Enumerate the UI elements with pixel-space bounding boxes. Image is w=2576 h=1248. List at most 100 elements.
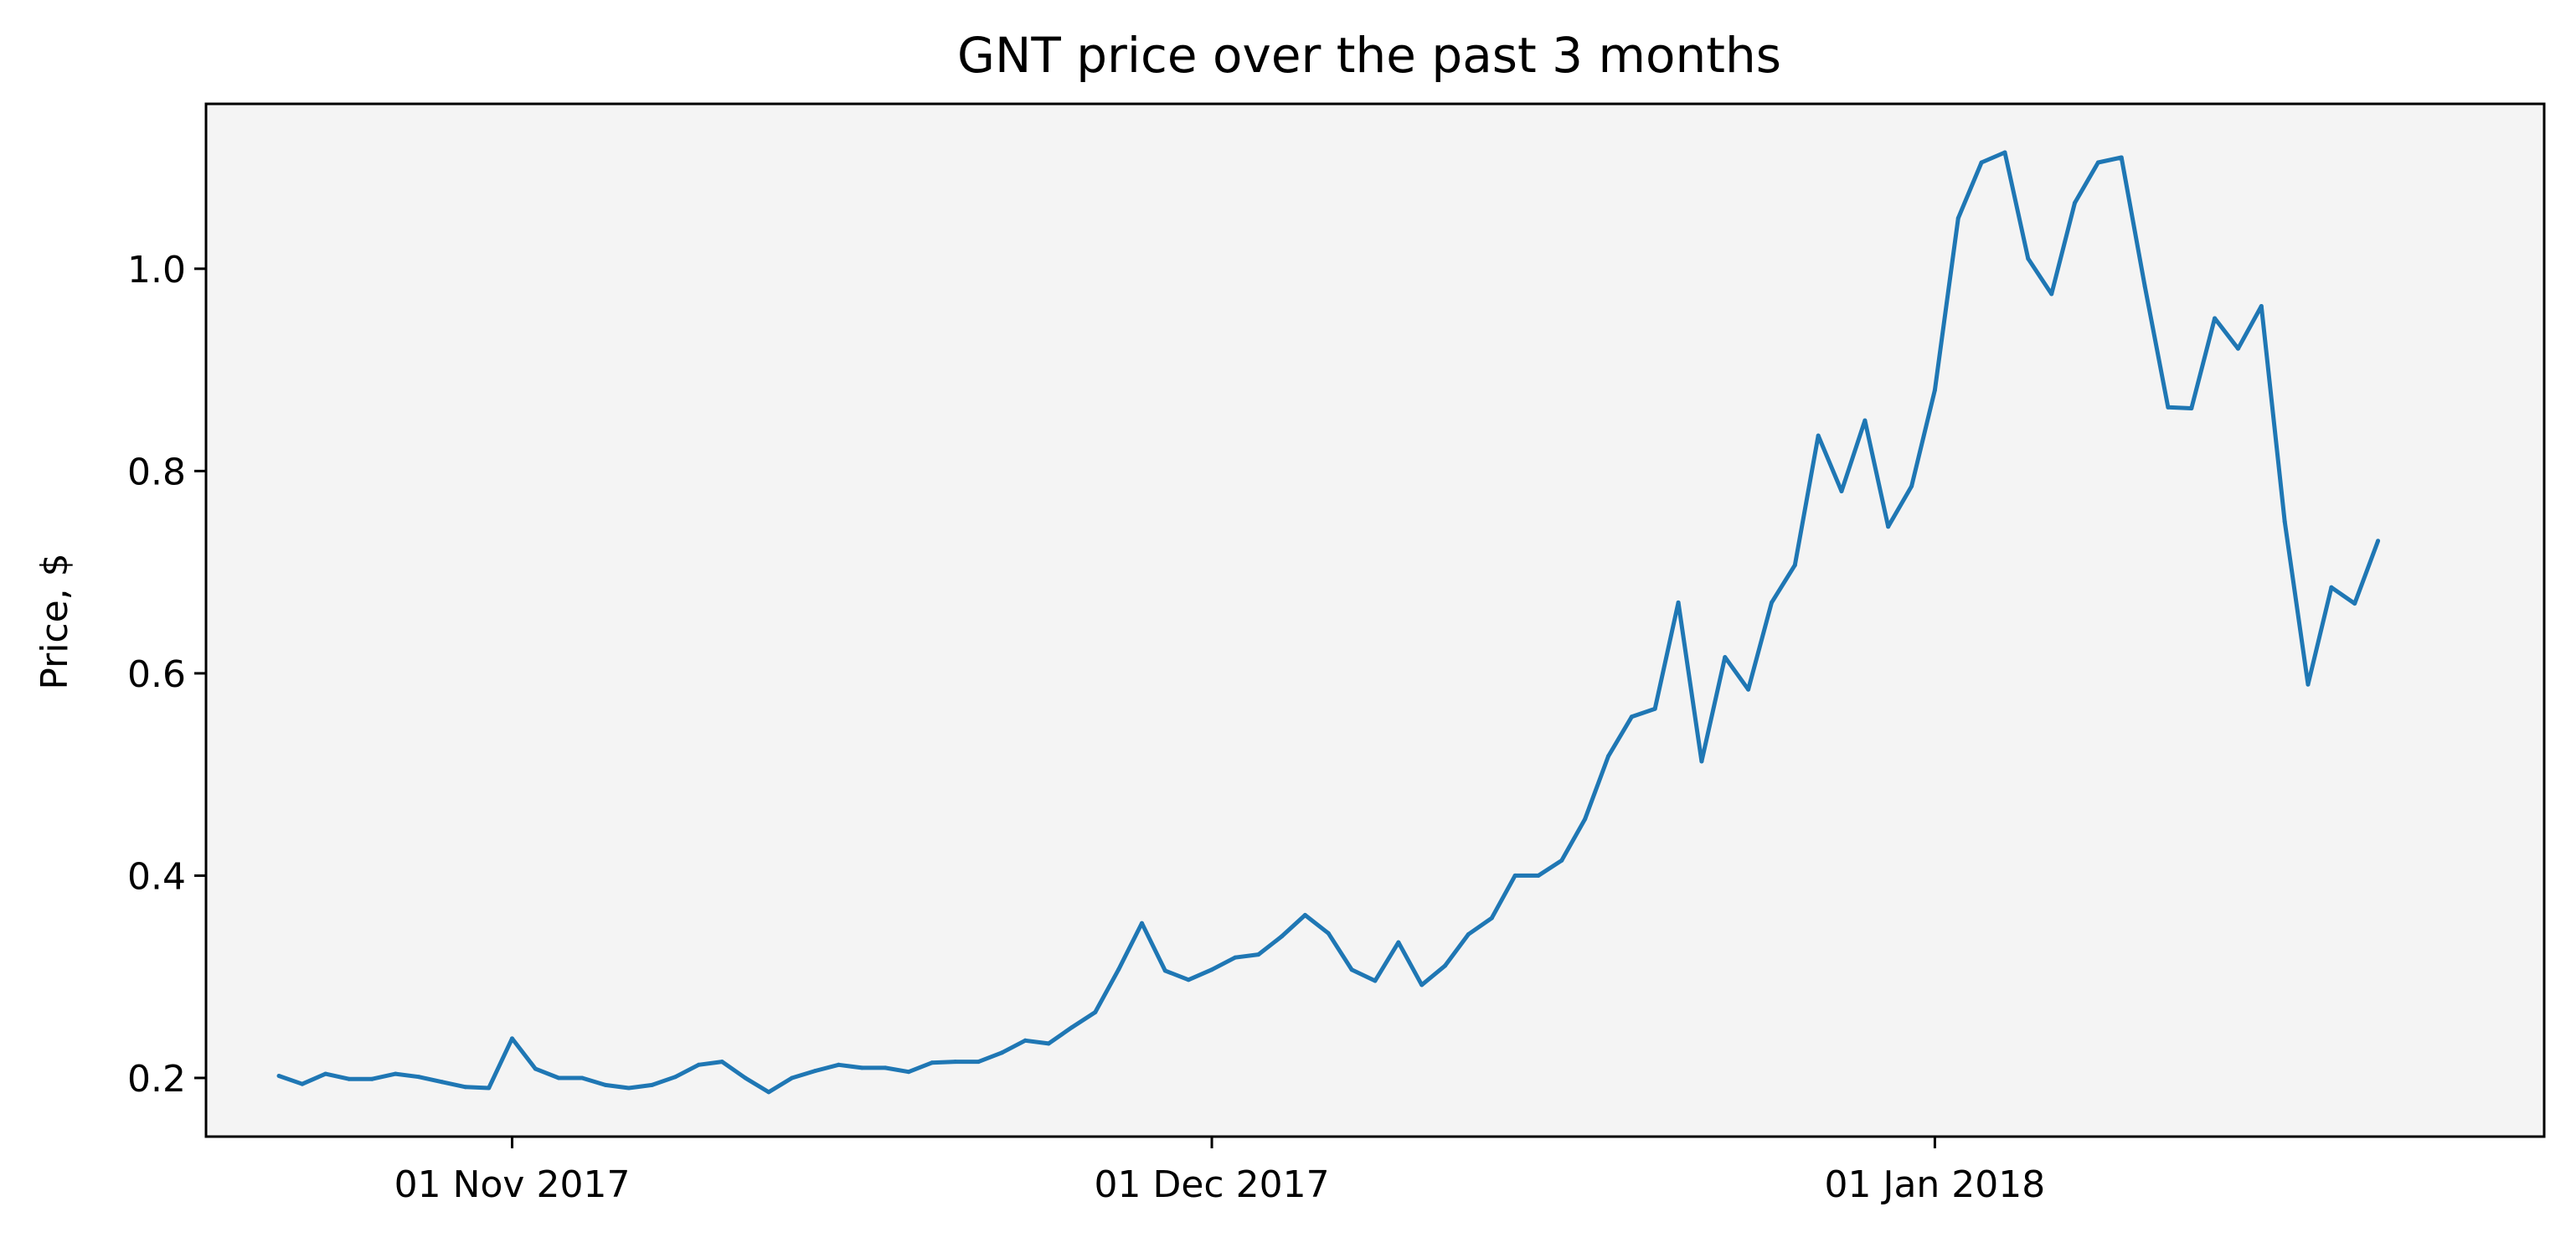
- data-point: [953, 1060, 958, 1065]
- data-point: [1209, 967, 1214, 972]
- data-point: [2329, 585, 2334, 590]
- data-point: [836, 1062, 841, 1067]
- data-point: [1186, 977, 1191, 982]
- data-point: [743, 1075, 748, 1080]
- data-point: [2282, 519, 2287, 524]
- data-point: [1443, 963, 1448, 968]
- data-point: [300, 1081, 305, 1086]
- data-point: [1583, 817, 1588, 822]
- chart-title: GNT price over the past 3 months: [957, 27, 1781, 84]
- data-point: [1466, 932, 1471, 936]
- plot-frame: [204, 102, 2546, 1138]
- data-point: [533, 1066, 538, 1071]
- y-tick-label: 0.8: [127, 451, 186, 493]
- data-point: [276, 1074, 281, 1078]
- data-point: [790, 1075, 795, 1080]
- data-point: [1373, 978, 1378, 983]
- data-point: [1349, 967, 1354, 972]
- data-point: [1955, 216, 1960, 220]
- data-point: [1723, 655, 1728, 660]
- data-point: [1023, 1038, 1028, 1043]
- x-tick-label: 01 Jan 2018: [1825, 1163, 2046, 1206]
- data-point: [1140, 921, 1144, 926]
- data-point: [323, 1071, 328, 1076]
- data-point: [1093, 1010, 1098, 1014]
- data-point: [440, 1080, 445, 1085]
- data-point: [1676, 600, 1681, 605]
- data-point: [1862, 418, 1868, 423]
- data-point: [2306, 682, 2311, 687]
- data-point: [1046, 1041, 1051, 1046]
- data-point: [1606, 754, 1610, 759]
- data-point: [510, 1036, 514, 1041]
- y-tick-label: 0.4: [127, 855, 186, 898]
- data-point: [1699, 759, 1704, 764]
- data-point: [487, 1086, 492, 1091]
- data-point: [1652, 706, 1657, 711]
- data-point: [1069, 1025, 1074, 1030]
- data-point: [1816, 433, 1821, 438]
- data-point: [1162, 968, 1167, 973]
- data-point: [1979, 160, 1984, 165]
- data-point: [2119, 155, 2124, 160]
- x-axis: 01 Nov 2017 01 Dec 2017 01 Jan 2018: [394, 1137, 2046, 1206]
- data-point: [999, 1050, 1004, 1055]
- data-point: [2352, 601, 2357, 606]
- data-point: [1886, 524, 1891, 529]
- data-point: [1932, 388, 1937, 393]
- data-point: [1116, 967, 1121, 972]
- data-point: [347, 1076, 352, 1081]
- data-point: [650, 1082, 655, 1087]
- data-point: [2376, 539, 2381, 544]
- data-point: [1792, 563, 1797, 568]
- data-points: [276, 150, 2381, 1095]
- data-point: [393, 1071, 398, 1076]
- data-point: [626, 1086, 631, 1091]
- data-point: [673, 1075, 677, 1080]
- data-point: [2073, 200, 2077, 205]
- data-point: [1302, 913, 1307, 917]
- data-point: [2142, 283, 2147, 288]
- data-point: [2213, 316, 2218, 321]
- data-point: [2049, 291, 2054, 297]
- x-tick-label: 01 Dec 2017: [1095, 1163, 1330, 1206]
- data-point: [813, 1069, 818, 1073]
- data-point: [2236, 346, 2240, 351]
- data-point: [2259, 304, 2264, 308]
- data-point: [2189, 406, 2194, 410]
- data-point: [1770, 600, 1774, 605]
- data-point: [1559, 858, 1564, 863]
- data-point: [463, 1085, 468, 1090]
- data-point: [1909, 484, 1914, 488]
- data-point: [859, 1065, 864, 1070]
- data-point: [1489, 915, 1494, 921]
- y-axis-label: Price, $: [33, 553, 76, 689]
- data-point: [1839, 489, 1844, 493]
- data-point: [976, 1060, 981, 1065]
- data-point: [2166, 405, 2171, 410]
- data-point: [1280, 934, 1285, 939]
- data-point: [2095, 160, 2100, 165]
- data-point: [1396, 940, 1401, 945]
- data-point: [580, 1075, 585, 1080]
- data-point: [1629, 714, 1634, 719]
- data-point: [906, 1070, 911, 1075]
- data-point: [1233, 955, 1238, 960]
- data-point: [1512, 873, 1517, 878]
- data-point: [883, 1065, 888, 1070]
- data-point: [416, 1075, 421, 1080]
- data-point: [1746, 687, 1751, 692]
- x-tick-label: 01 Nov 2017: [394, 1163, 631, 1206]
- data-point: [556, 1075, 561, 1080]
- data-point: [696, 1062, 701, 1067]
- plot-area: [206, 104, 2544, 1137]
- data-point: [1536, 873, 1541, 878]
- y-tick-label: 1.0: [127, 249, 186, 291]
- data-point: [766, 1090, 771, 1095]
- data-point: [603, 1082, 608, 1087]
- data-point: [719, 1060, 724, 1065]
- data-point: [930, 1060, 935, 1065]
- data-point: [2026, 256, 2031, 261]
- data-point: [1326, 931, 1331, 936]
